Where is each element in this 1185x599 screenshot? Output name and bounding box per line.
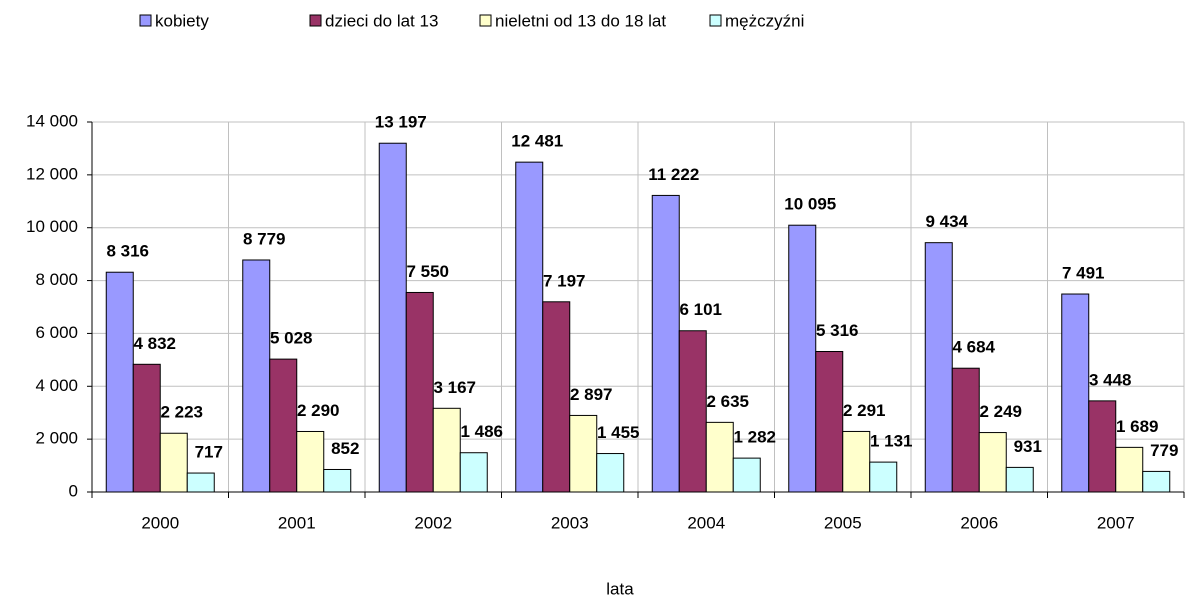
y-tick-label: 10 000 [26,217,78,236]
value-label: 4 832 [133,334,176,353]
bar [405,291,434,493]
x-tick-label: 2005 [824,513,862,532]
bar [651,194,680,493]
value-label: 4 684 [952,338,995,357]
y-tick-label: 12 000 [26,164,78,183]
value-label: 852 [331,439,359,458]
bar [296,430,325,493]
bar [1115,446,1144,493]
value-label: 11 222 [648,165,699,184]
bar [515,161,544,493]
legend-swatch [309,14,322,27]
bar [951,367,980,493]
x-tick-label: 2002 [414,513,452,532]
value-label: 6 101 [679,300,722,319]
bar [788,224,817,493]
bar [242,259,271,493]
x-tick-label: 2000 [141,513,179,532]
bar [924,242,953,493]
bar [869,461,898,493]
value-label: 2 291 [843,401,886,420]
legend-swatch [709,14,722,27]
bar [569,414,598,493]
value-label: 931 [1014,437,1042,456]
bar [1005,466,1034,493]
bar [186,472,215,493]
legend-swatch [139,14,152,27]
bar [1088,400,1117,493]
legend-label: nieletni od 13 do 18 lat [495,11,666,30]
x-tick-label: 2006 [960,513,998,532]
x-tick-label: 2001 [278,513,316,532]
value-label: 5 028 [270,329,313,348]
y-tick-label: 2 000 [35,429,78,448]
bar [105,271,134,493]
value-label: 2 249 [979,402,1022,421]
value-label: 7 550 [406,262,449,281]
value-label: 2 635 [706,392,749,411]
bar [132,363,161,493]
value-label: 1 689 [1116,417,1159,436]
value-label: 3 448 [1089,370,1132,389]
y-tick-label: 0 [69,481,78,500]
bar [1061,293,1090,493]
bar [269,358,298,493]
legend-label: dzieci do lat 13 [325,11,438,30]
value-label: 717 [195,443,223,462]
legend-label: mężczyźni [725,11,804,30]
bar [705,421,734,493]
x-tick-label: 2004 [687,513,725,532]
bar [542,301,571,493]
value-label: 9 434 [925,212,968,231]
value-label: 3 167 [433,378,476,397]
value-label: 779 [1150,441,1178,460]
value-label: 7 197 [543,271,586,290]
y-tick-label: 14 000 [26,111,78,130]
bar [842,430,871,493]
x-tick-label: 2003 [551,513,589,532]
value-label: 1 282 [733,428,776,447]
value-label: 1 131 [870,432,913,451]
bar [978,432,1007,493]
bar [159,432,188,493]
value-label: 12 481 [511,132,563,151]
bar [678,330,707,493]
bar [323,468,352,493]
bar [459,452,488,493]
bar [432,407,461,493]
value-label: 1 486 [460,422,503,441]
bar [378,142,407,493]
x-axis-title: lata [606,579,634,598]
value-label: 13 197 [375,113,427,132]
value-label: 8 316 [106,242,149,261]
value-label: 8 779 [243,229,286,248]
y-tick-label: 6 000 [35,323,78,342]
bar [596,453,625,493]
bar [1142,470,1171,493]
value-label: 2 223 [160,403,203,422]
bar [815,351,844,493]
value-label: 2 290 [297,401,340,420]
value-label: 1 455 [597,423,640,442]
legend-label: kobiety [155,11,209,30]
y-tick-label: 8 000 [35,270,78,289]
legend-swatch [479,14,492,27]
value-label: 5 316 [816,321,859,340]
bar [732,457,761,493]
y-tick-label: 4 000 [35,376,78,395]
value-label: 2 897 [570,385,613,404]
value-label: 7 491 [1062,264,1105,283]
x-tick-label: 2007 [1097,513,1135,532]
value-label: 10 095 [784,195,836,214]
